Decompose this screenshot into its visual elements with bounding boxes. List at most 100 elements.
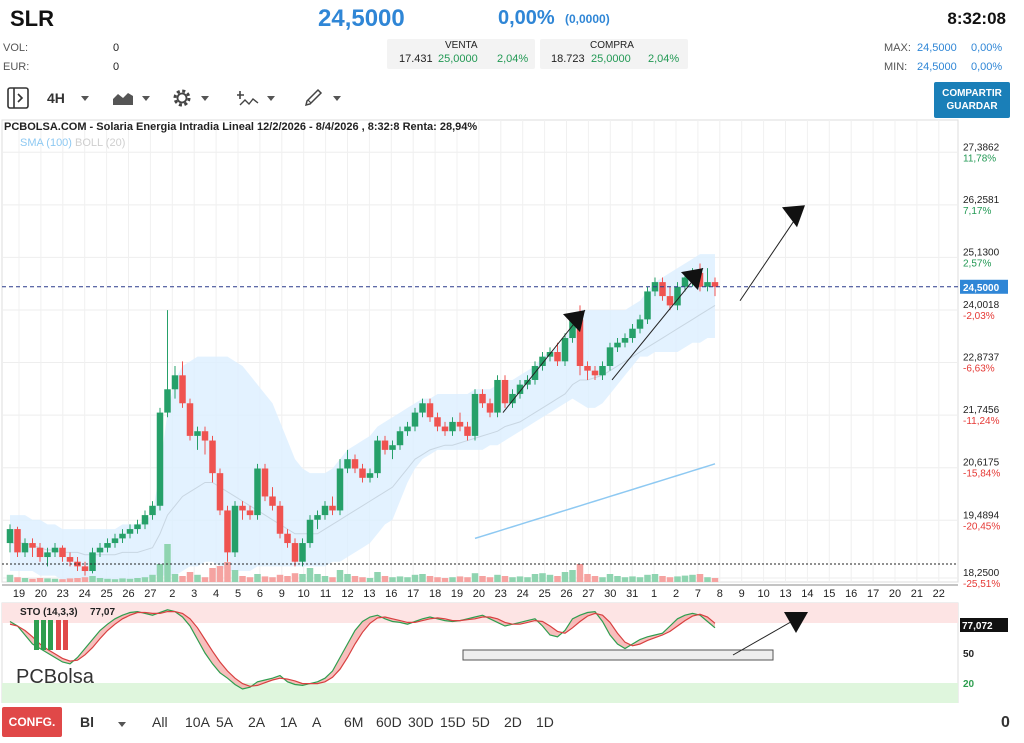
volume-bar bbox=[471, 573, 479, 582]
y-tick-price: 18,2500 bbox=[963, 568, 1000, 579]
volume-bar bbox=[89, 576, 96, 582]
x-tick-label: 16 bbox=[845, 588, 857, 600]
bl-select[interactable]: Bl bbox=[80, 714, 126, 730]
volume-bar bbox=[531, 574, 539, 582]
volume-bar bbox=[606, 574, 614, 582]
timeframe-60d[interactable]: 60D bbox=[376, 714, 402, 730]
candle-body bbox=[449, 421, 456, 432]
candle-body bbox=[704, 282, 711, 287]
timeframe-1d[interactable]: 1D bbox=[536, 714, 554, 730]
logo-bar bbox=[48, 620, 53, 650]
x-tick-label: 5 bbox=[235, 588, 241, 600]
candle-body bbox=[36, 547, 44, 558]
osc-name: STO (14,3,3) bbox=[20, 607, 78, 618]
config-button[interactable]: CONFG. bbox=[2, 707, 62, 737]
compra-qty: 18.723 bbox=[551, 53, 585, 65]
timeframe-5d[interactable]: 5D bbox=[472, 714, 490, 730]
max-pct: 0,00% bbox=[971, 42, 1003, 54]
bl-label: Bl bbox=[80, 714, 94, 730]
candle-body bbox=[149, 505, 156, 516]
candle-body bbox=[6, 529, 14, 544]
clock-time: 8:32:08 bbox=[947, 9, 1006, 28]
x-tick-label: 20 bbox=[35, 588, 47, 600]
timeframe-6m[interactable]: 6M bbox=[344, 714, 364, 730]
candle-body bbox=[591, 370, 599, 376]
x-tick-label: 15 bbox=[823, 588, 835, 600]
x-tick-label: 26 bbox=[560, 588, 572, 600]
panel-toggle-button[interactable] bbox=[6, 82, 30, 114]
volume-bar bbox=[344, 574, 351, 582]
volume-bar bbox=[164, 544, 171, 582]
compra-price: 25,0000 bbox=[591, 53, 631, 65]
volume-bar bbox=[36, 578, 44, 582]
candle-body bbox=[606, 347, 614, 366]
x-tick-label: 16 bbox=[385, 588, 397, 600]
timeframe-10a[interactable]: 10A bbox=[185, 714, 210, 730]
volume-bar bbox=[186, 572, 194, 582]
x-tick-label: 27 bbox=[144, 588, 156, 600]
candle-body bbox=[381, 440, 389, 450]
candle-body bbox=[186, 403, 194, 436]
volume-bar bbox=[539, 573, 546, 582]
candle-body bbox=[576, 319, 584, 366]
arrow-head bbox=[563, 310, 585, 333]
logo-bar bbox=[56, 620, 61, 650]
volume-bar bbox=[299, 574, 306, 582]
x-tick-label: 31 bbox=[626, 588, 638, 600]
osc-level-20: 20 bbox=[963, 679, 975, 690]
timeframe-5a[interactable]: 5A bbox=[216, 714, 234, 730]
logo-bar bbox=[63, 620, 68, 650]
volume-bar bbox=[374, 572, 381, 582]
area-chart-icon bbox=[113, 93, 133, 105]
min-label: MIN: bbox=[884, 61, 908, 73]
chart-type-select[interactable] bbox=[112, 82, 150, 114]
volume-bar bbox=[689, 574, 696, 582]
sma-line bbox=[474, 463, 716, 540]
candle-body bbox=[374, 440, 381, 474]
chevron-down-icon bbox=[80, 95, 89, 101]
timeframe-30d[interactable]: 30D bbox=[408, 714, 434, 730]
x-tick-label: 27 bbox=[582, 588, 594, 600]
volume-bar bbox=[21, 578, 29, 582]
candle-body bbox=[614, 342, 621, 348]
y-tick-pct: -20,45% bbox=[963, 521, 1000, 532]
chevron-down-icon bbox=[333, 95, 341, 101]
volume-bar bbox=[494, 574, 501, 582]
timeframe-all[interactable]: All bbox=[152, 714, 168, 730]
volume-bar bbox=[599, 577, 606, 582]
volume-bar bbox=[561, 572, 569, 582]
drawing-tools-select[interactable] bbox=[303, 82, 341, 114]
arrow-head bbox=[782, 205, 805, 228]
volume-bar bbox=[134, 578, 141, 582]
timeframe-15d[interactable]: 15D bbox=[440, 714, 466, 730]
candle-body bbox=[516, 384, 524, 394]
timeframe-2a[interactable]: 2A bbox=[248, 714, 266, 730]
volume-bars bbox=[6, 544, 719, 582]
volume-bar bbox=[81, 577, 89, 582]
candle-body bbox=[674, 286, 681, 306]
candle-body bbox=[464, 426, 471, 436]
timeframe-2d[interactable]: 2D bbox=[504, 714, 522, 730]
logo-bar bbox=[41, 620, 46, 650]
min-value: 24,5000 bbox=[917, 61, 957, 73]
volume-bar bbox=[96, 578, 104, 582]
timeframe-select[interactable]: 4H bbox=[47, 82, 89, 114]
x-tick-label: 11 bbox=[320, 588, 331, 600]
candle-body bbox=[419, 403, 426, 413]
candle-body bbox=[134, 524, 141, 530]
candle-body bbox=[426, 403, 434, 418]
candle-body bbox=[411, 412, 419, 427]
candle-body bbox=[479, 393, 486, 404]
indicators-select[interactable] bbox=[237, 82, 275, 114]
y-tick-price: 25,1300 bbox=[963, 247, 1000, 258]
timeframe-a[interactable]: A bbox=[312, 714, 322, 730]
settings-select[interactable] bbox=[171, 82, 209, 114]
volume-bar bbox=[6, 574, 14, 582]
legend-boll: BOLL (20) bbox=[75, 137, 126, 149]
volume-bar bbox=[276, 574, 284, 582]
timeframe-1a[interactable]: 1A bbox=[280, 714, 298, 730]
x-tick-label: 25 bbox=[100, 588, 112, 600]
candle-body bbox=[194, 431, 201, 436]
share-save-button[interactable]: COMPARTIR GUARDAR bbox=[934, 82, 1010, 118]
